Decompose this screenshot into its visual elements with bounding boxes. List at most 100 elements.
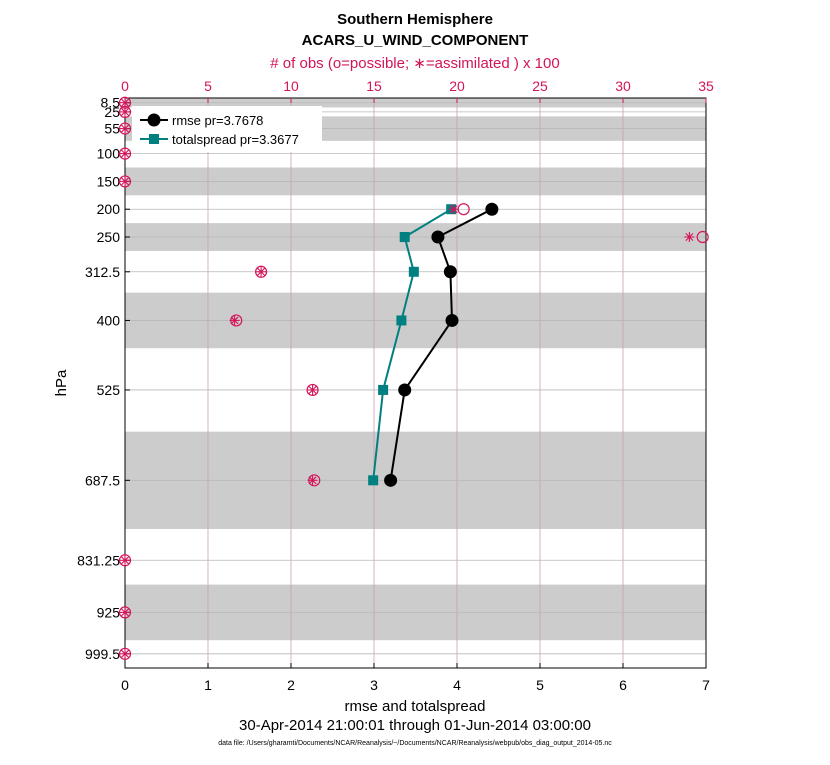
obs-possible-marker [696, 230, 709, 244]
shaded-bands [125, 98, 706, 641]
asterisk-stroke [121, 107, 129, 116]
asterisk-stroke [230, 316, 239, 325]
obs-assimilated-marker [229, 315, 240, 326]
data-file-note: data file: /Users/gharamti/Documents/NCA… [218, 740, 612, 747]
grid [125, 98, 706, 668]
asterisk-stroke [121, 608, 129, 617]
rmse-point [398, 383, 412, 397]
obs-possible-marker [255, 265, 268, 278]
rmse-point [384, 473, 398, 487]
plot-frame [124, 97, 707, 669]
x-tick-label: 7 [702, 677, 710, 693]
y-tick-label: 55 [104, 121, 120, 137]
obs-assimilated-marker [307, 385, 318, 395]
chart-title: Southern Hemisphere [337, 11, 493, 28]
legend: rmse pr=3.7678 totalspread pr=3.3677 [132, 106, 322, 152]
obs-assimilated-marker [684, 232, 695, 242]
top-tick-label: 25 [532, 78, 548, 94]
top-tick-label: 10 [283, 78, 299, 94]
totalspread-point [399, 232, 410, 243]
y-tick-label: 525 [97, 382, 121, 398]
totalspread-point [368, 475, 379, 486]
obs-assimilated-marker [448, 204, 459, 215]
obs-possible-marker [306, 383, 319, 397]
y-tick-label: 200 [97, 201, 121, 217]
obs-possible-marker [118, 147, 132, 160]
legend-spread-marker [149, 134, 159, 144]
x-tick-label: 6 [619, 677, 627, 693]
x-tick-label: 3 [370, 677, 378, 693]
y-tick-label: 925 [97, 604, 121, 620]
top-axis-label: # of obs (o=possible; ∗=assimilated ) x … [270, 55, 559, 72]
asterisk-stroke [685, 233, 694, 241]
obs-assimilated-marker [120, 176, 130, 187]
asterisk-stroke [121, 149, 129, 158]
asterisk-stroke [308, 386, 317, 394]
obs-assimilated-marker [120, 607, 130, 618]
y-tick-label: 25 [104, 104, 120, 120]
y-tick-label: 999.5 [85, 646, 120, 662]
top-tick-label: 35 [698, 78, 714, 94]
totalspread-point [378, 384, 389, 395]
y-tick-label: 100 [97, 146, 121, 162]
x-tick-label: 0 [121, 677, 129, 693]
x-tick-label: 4 [453, 677, 461, 693]
rmse-point [445, 313, 459, 327]
legend-box [132, 106, 322, 152]
top-tick-label: 20 [449, 78, 465, 94]
y-tick-label: 312.5 [85, 264, 120, 280]
legend-spread-label: totalspread pr=3.3677 [172, 132, 299, 147]
y-tick-label: 687.5 [85, 472, 120, 488]
asterisk-stroke [121, 177, 129, 186]
ticks: 0 1 2 3 4 5 6 70 5 10 15 20 25 30 358.5255510015020025… [77, 78, 714, 693]
series-line-rmse [389, 208, 493, 481]
y-tick-label: 400 [97, 312, 121, 328]
asterisk-stroke [257, 267, 266, 276]
x-axis-label: rmse and totalspread [345, 698, 486, 715]
asterisk-stroke [121, 124, 129, 133]
obs-layer [118, 96, 709, 660]
legend-rmse-label: rmse pr=3.7678 [172, 113, 263, 128]
obs-possible-marker [118, 105, 132, 119]
asterisk-stroke [449, 205, 458, 214]
obs-possible-marker [118, 606, 132, 619]
rmse-point [443, 265, 457, 279]
chart-subtitle: ACARS_U_WIND_COMPONENT [302, 32, 529, 49]
obs-assimilated-marker [307, 475, 318, 486]
rmse-point [485, 202, 499, 216]
obs-possible-marker [118, 647, 132, 660]
totalspread-point [408, 266, 419, 277]
asterisk-stroke [308, 476, 317, 485]
obs-possible-marker [118, 175, 132, 188]
obs-assimilated-marker [256, 266, 267, 277]
top-tick-label: 5 [204, 78, 212, 94]
date-range: 30-Apr-2014 21:00:01 through 01-Jun-2014… [239, 717, 591, 734]
asterisk-stroke [121, 556, 129, 565]
y-tick-label: 150 [97, 173, 121, 189]
obs-assimilated-marker [120, 648, 130, 659]
top-tick-label: 0 [121, 78, 129, 94]
y-tick-label: 8.5 [101, 95, 121, 111]
y-tick-label: 831.25 [77, 552, 120, 568]
totalspread-point [396, 315, 407, 326]
obs-assimilated-marker [120, 148, 130, 159]
asterisk-stroke [121, 649, 129, 658]
series-line-totalspread [372, 208, 452, 481]
obs-possible-marker [118, 554, 132, 567]
asterisk-stroke [121, 98, 129, 107]
rmse-point [431, 230, 445, 244]
x-tick-label: 5 [536, 677, 544, 693]
x-tick-label: 2 [287, 677, 295, 693]
obs-possible-marker [118, 122, 132, 135]
obs-assimilated-marker [120, 106, 130, 117]
x-tick-label: 1 [204, 677, 212, 693]
top-tick-label: 15 [366, 78, 382, 94]
obs-assimilated-marker [120, 123, 130, 134]
obs-assimilated-marker [120, 555, 130, 566]
top-tick-label: 30 [615, 78, 631, 94]
legend-rmse-marker [147, 113, 161, 127]
y-axis-label: hPa [53, 369, 70, 396]
y-tick-label: 250 [97, 229, 121, 245]
